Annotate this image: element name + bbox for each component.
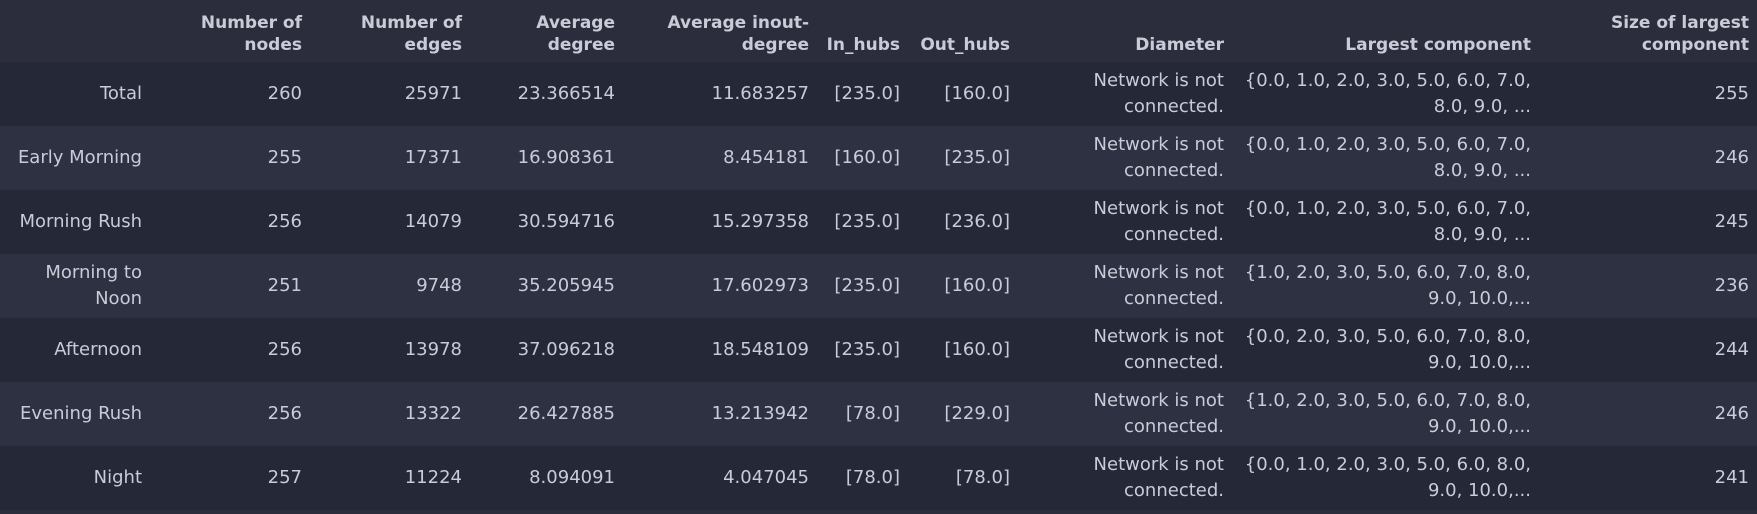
- cell-diameter: Network is not connected.: [1093, 262, 1224, 309]
- table-row: Night 257 11224 8.094091 4.047045 [78.0]…: [0, 446, 1757, 510]
- cell-avg-inout: 11.683257: [711, 83, 809, 104]
- cell-edges: 17371: [404, 147, 462, 168]
- cell-largest-component: {0.0, 1.0, 2.0, 3.0, 5.0, 6.0, 7.0, 8.0,…: [1244, 198, 1531, 245]
- table-row: Total 260 25971 23.366514 11.683257 [235…: [0, 62, 1757, 126]
- cell-size: 255: [1714, 83, 1749, 104]
- cell-nodes: 256: [267, 403, 302, 424]
- cell-size: 241: [1714, 467, 1749, 488]
- column-header: Largest component: [1345, 35, 1531, 55]
- row-label: Afternoon: [54, 339, 142, 360]
- cell-avg-inout: 17.602973: [711, 275, 809, 296]
- column-header: Size of largest component: [1610, 13, 1749, 55]
- cell-edges: 9748: [416, 275, 462, 296]
- cell-edges: 25971: [404, 83, 462, 104]
- cell-avg-degree: 16.908361: [517, 147, 615, 168]
- cell-in-hubs: [235.0]: [834, 83, 900, 104]
- cell-edges: 13322: [404, 403, 462, 424]
- cell-in-hubs: [235.0]: [834, 275, 900, 296]
- column-header: Average degree: [536, 13, 615, 55]
- cell-largest-component: {0.0, 2.0, 3.0, 5.0, 6.0, 7.0, 8.0, 9.0,…: [1244, 326, 1531, 373]
- cell-out-hubs: [78.0]: [955, 467, 1010, 488]
- cell-size: 246: [1714, 403, 1749, 424]
- row-label: Total: [99, 83, 142, 104]
- cell-largest-component: {1.0, 2.0, 3.0, 5.0, 6.0, 7.0, 8.0, 9.0,…: [1244, 390, 1531, 437]
- cell-size: 246: [1714, 147, 1749, 168]
- cell-nodes: 260: [267, 83, 302, 104]
- cell-avg-degree: 26.427885: [517, 403, 615, 424]
- row-label: Morning Rush: [19, 211, 142, 232]
- cell-avg-degree: 8.094091: [529, 467, 615, 488]
- cell-largest-component: {1.0, 2.0, 3.0, 5.0, 6.0, 7.0, 8.0, 9.0,…: [1244, 262, 1531, 309]
- cell-largest-component: {0.0, 1.0, 2.0, 3.0, 5.0, 6.0, 7.0, 8.0,…: [1244, 134, 1531, 181]
- cell-out-hubs: [235.0]: [944, 147, 1010, 168]
- cell-avg-inout: 18.548109: [711, 339, 809, 360]
- cell-edges: 14079: [404, 211, 462, 232]
- cell-in-hubs: [78.0]: [845, 403, 900, 424]
- cell-in-hubs: [78.0]: [845, 467, 900, 488]
- cell-nodes: 255: [267, 147, 302, 168]
- cell-edges: 11224: [404, 467, 462, 488]
- column-header: Average inout-degree: [667, 13, 809, 55]
- row-label: Night: [93, 467, 142, 488]
- cell-nodes: 251: [267, 275, 302, 296]
- cell-out-hubs: [160.0]: [944, 275, 1010, 296]
- table-row: Afternoon 256 13978 37.096218 18.548109 …: [0, 318, 1757, 382]
- cell-in-hubs: [235.0]: [834, 339, 900, 360]
- cell-size: 245: [1714, 211, 1749, 232]
- cell-diameter: Network is not connected.: [1093, 198, 1224, 245]
- row-label: Early Morning: [17, 147, 142, 168]
- cell-avg-inout: 15.297358: [711, 211, 809, 232]
- cell-diameter: Network is not connected.: [1093, 390, 1224, 437]
- table-header: Number of nodes Number of edges Average …: [0, 0, 1757, 62]
- header-row: Number of nodes Number of edges Average …: [0, 0, 1757, 62]
- cell-largest-component: {0.0, 1.0, 2.0, 3.0, 5.0, 6.0, 8.0, 9.0,…: [1244, 454, 1531, 501]
- column-header: Number of nodes: [200, 13, 302, 55]
- cell-size: 236: [1714, 275, 1749, 296]
- cell-largest-component: {0.0, 1.0, 2.0, 3.0, 5.0, 6.0, 7.0, 8.0,…: [1244, 70, 1531, 117]
- cell-diameter: Network is not connected.: [1093, 454, 1224, 501]
- row-label: Evening Rush: [20, 403, 142, 424]
- cell-avg-degree: 30.594716: [517, 211, 615, 232]
- cell-avg-inout: 13.213942: [711, 403, 809, 424]
- cell-diameter: Network is not connected.: [1093, 326, 1224, 373]
- cell-out-hubs: [229.0]: [944, 403, 1010, 424]
- table-row: Early Morning 255 17371 16.908361 8.4541…: [0, 126, 1757, 190]
- cell-in-hubs: [160.0]: [834, 147, 900, 168]
- cell-avg-degree: 23.366514: [517, 83, 615, 104]
- column-header: In_hubs: [826, 35, 900, 55]
- cell-in-hubs: [235.0]: [834, 211, 900, 232]
- cell-avg-degree: 35.205945: [517, 275, 615, 296]
- cell-size: 244: [1714, 339, 1749, 360]
- cell-nodes: 257: [267, 467, 302, 488]
- cell-nodes: 256: [267, 339, 302, 360]
- column-header: Diameter: [1135, 35, 1224, 55]
- table-row: Morning Rush 256 14079 30.594716 15.2973…: [0, 190, 1757, 254]
- table-row: Evening Rush 256 13322 26.427885 13.2139…: [0, 382, 1757, 446]
- column-header: Number of edges: [360, 13, 462, 55]
- cell-nodes: 256: [267, 211, 302, 232]
- cell-out-hubs: [236.0]: [944, 211, 1010, 232]
- cell-out-hubs: [160.0]: [944, 339, 1010, 360]
- index-header: [0, 0, 150, 62]
- table-body: Total 260 25971 23.366514 11.683257 [235…: [0, 62, 1757, 510]
- cell-avg-inout: 8.454181: [723, 147, 809, 168]
- column-header: Out_hubs: [920, 35, 1010, 55]
- cell-edges: 13978: [404, 339, 462, 360]
- table-row: Morning to Noon 251 9748 35.205945 17.60…: [0, 254, 1757, 318]
- cell-diameter: Network is not connected.: [1093, 70, 1224, 117]
- cell-diameter: Network is not connected.: [1093, 134, 1224, 181]
- cell-out-hubs: [160.0]: [944, 83, 1010, 104]
- cell-avg-inout: 4.047045: [723, 467, 809, 488]
- cell-avg-degree: 37.096218: [517, 339, 615, 360]
- row-label: Morning to Noon: [45, 262, 142, 309]
